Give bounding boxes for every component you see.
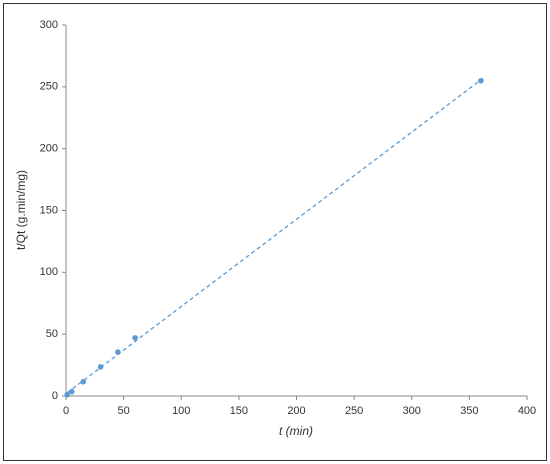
y-tick-label: 100 [40,266,58,278]
x-tick-label: 150 [230,405,248,417]
x-tick-label: 400 [518,405,536,417]
y-tick-label: 250 [40,81,58,93]
x-tick-label: 50 [118,405,130,417]
point [68,388,75,395]
x-tick-label: 350 [460,405,478,417]
point [80,378,87,385]
trendline [66,79,482,394]
y-tick-label: 150 [40,204,58,216]
y-tick-label: 200 [40,143,58,155]
x-tick-label: 0 [63,405,69,417]
x-tick-label: 100 [172,405,190,417]
point [478,77,484,84]
point [97,364,104,370]
y-tick-label: 50 [46,328,58,340]
point [64,391,70,398]
x-tick-label: 200 [287,405,305,417]
x-tick-label: 250 [345,405,363,417]
point [132,335,138,341]
y-tick-label: 0 [52,390,58,402]
x-axis-label: t (min) [279,424,313,438]
point [115,349,121,355]
y-axis-label: t/Qt (g.min/mg) [14,170,28,250]
frame [3,3,547,461]
x-tick-label: 300 [403,405,421,417]
y-tick-label: 300 [40,19,58,31]
